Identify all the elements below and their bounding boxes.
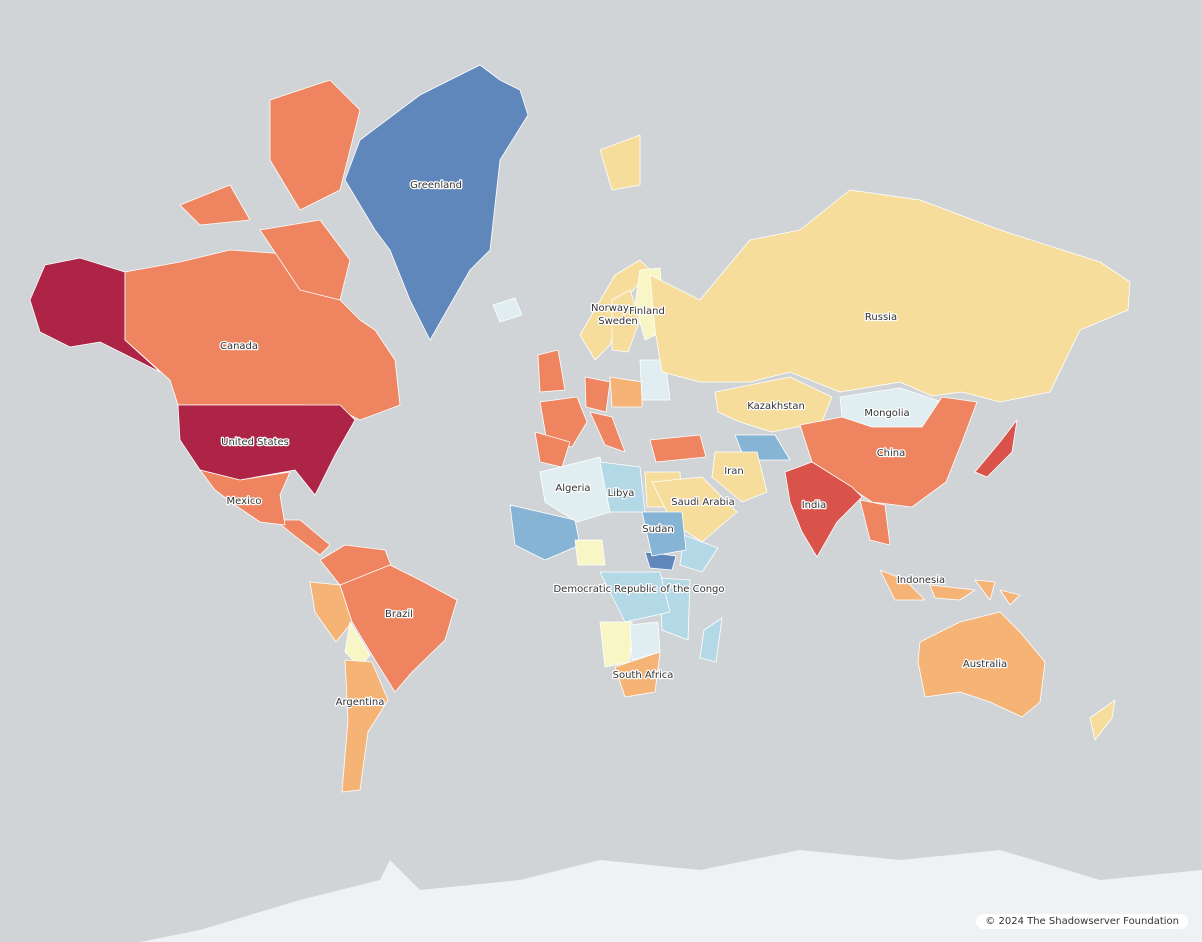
country-label-greenland: Greenland — [410, 180, 462, 191]
country-brazil[interactable] — [339, 564, 458, 693]
japan[interactable] — [974, 419, 1018, 478]
country-label-south-africa: South Africa — [613, 670, 674, 681]
country-label-norway: Norway — [591, 303, 629, 314]
thailand[interactable] — [859, 499, 891, 546]
country-canada[interactable] — [179, 184, 251, 226]
country-label-sudan: Sudan — [642, 524, 674, 535]
country-label-sweden: Sweden — [598, 316, 638, 327]
country-indonesia[interactable] — [879, 569, 926, 601]
germany[interactable] — [584, 376, 611, 413]
country-label-mexico: Mexico — [227, 496, 262, 507]
svalbard[interactable] — [599, 134, 641, 191]
country-label-saudi-arabia: Saudi Arabia — [671, 497, 734, 508]
new-zealand[interactable] — [1089, 699, 1116, 741]
country-canada[interactable] — [259, 219, 351, 301]
country-label-mongolia: Mongolia — [864, 408, 909, 419]
west-africa[interactable] — [509, 504, 581, 561]
country-indonesia[interactable] — [974, 579, 996, 601]
country-united-states[interactable] — [177, 404, 356, 496]
country-russia[interactable] — [649, 189, 1131, 403]
colombia-venezuela[interactable] — [319, 544, 393, 586]
country-indonesia[interactable] — [999, 589, 1021, 606]
peru[interactable] — [309, 581, 353, 643]
country-label-finland: Finland — [629, 306, 665, 317]
alaska[interactable] — [29, 257, 161, 373]
country-australia[interactable] — [917, 611, 1046, 718]
country-label-china: China — [877, 448, 906, 459]
country-canada[interactable] — [124, 249, 401, 421]
turkey[interactable] — [649, 434, 707, 463]
country-argentina[interactable] — [341, 659, 389, 793]
country-mexico[interactable] — [199, 469, 291, 526]
country-label-iran: Iran — [724, 466, 744, 477]
country-label-indonesia: Indonesia — [897, 575, 945, 586]
country-label-australia: Australia — [963, 659, 1007, 670]
country-south-africa[interactable] — [614, 651, 661, 698]
antarctica — [140, 850, 1202, 942]
country-indonesia[interactable] — [929, 584, 976, 601]
united-kingdom[interactable] — [537, 349, 566, 393]
central-america[interactable] — [274, 519, 331, 556]
attribution[interactable]: © 2024 The Shadowserver Foundation — [976, 914, 1188, 929]
ethiopia[interactable] — [679, 534, 719, 573]
country-label-canada: Canada — [220, 341, 258, 352]
country-label-brazil: Brazil — [385, 609, 413, 620]
angola[interactable] — [599, 621, 633, 668]
country-algeria[interactable] — [539, 456, 611, 523]
south-sudan[interactable] — [644, 551, 677, 571]
poland[interactable] — [609, 376, 643, 408]
country-label-india: India — [802, 500, 827, 511]
country-label-russia: Russia — [865, 312, 897, 323]
country-sudan[interactable] — [641, 511, 687, 557]
country-kazakhstan[interactable] — [714, 376, 833, 433]
country-canada[interactable] — [269, 79, 361, 211]
country-india[interactable] — [784, 461, 863, 558]
country-label-argentina: Argentina — [336, 697, 385, 708]
country-label-united-states: United States — [221, 437, 289, 448]
country-iran[interactable] — [711, 451, 768, 503]
country-label-democratic-republic-of-the-congo: Democratic Republic of the Congo — [553, 584, 724, 595]
nigeria[interactable] — [574, 539, 606, 566]
italy[interactable] — [589, 411, 626, 453]
country-label-kazakhstan: Kazakhstan — [747, 401, 805, 412]
country-label-libya: Libya — [608, 488, 635, 499]
iceland[interactable] — [492, 297, 523, 323]
country-label-algeria: Algeria — [555, 483, 590, 494]
country-sweden[interactable] — [611, 289, 641, 353]
country-democratic-republic-of-the-congo[interactable] — [599, 571, 671, 623]
country-greenland[interactable] — [344, 64, 529, 341]
madagascar[interactable] — [699, 617, 723, 663]
